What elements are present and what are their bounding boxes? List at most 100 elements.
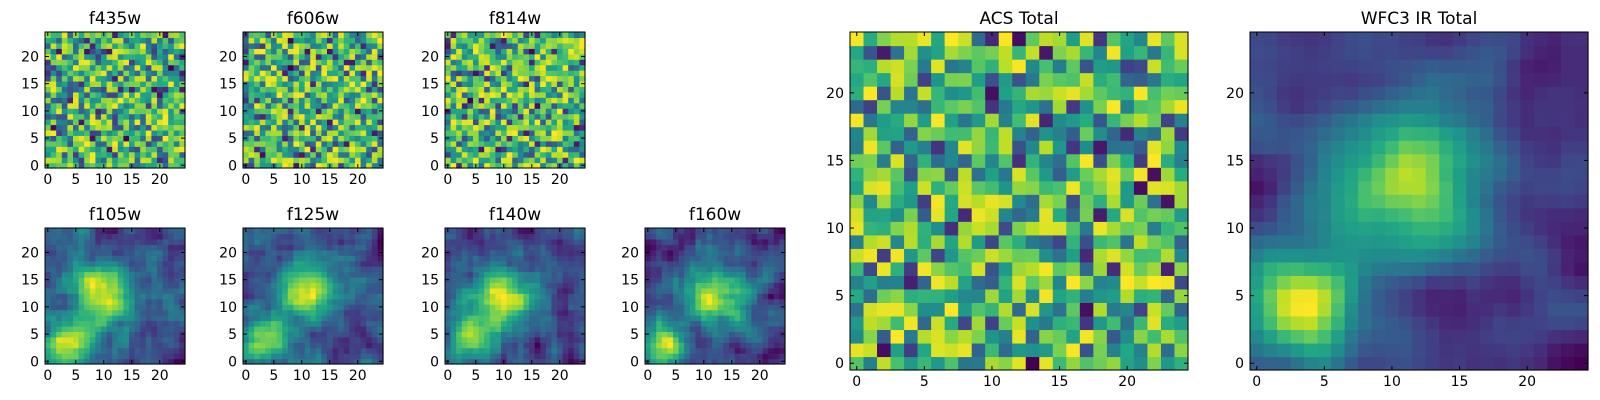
heatmap-cell <box>695 325 702 332</box>
heatmap-cell <box>145 309 152 316</box>
heatmap-cell <box>473 48 480 55</box>
heatmap-cell <box>355 260 362 267</box>
heatmap-cell <box>573 255 580 262</box>
heatmap-cell <box>321 320 328 327</box>
heatmap-cell <box>282 119 289 126</box>
heatmap-cell <box>50 162 57 169</box>
heatmap-cell <box>717 353 724 360</box>
heatmap-cell <box>684 315 691 322</box>
heatmap-cell <box>84 309 91 316</box>
heatmap-cell <box>529 37 536 44</box>
heatmap-cell <box>501 80 508 87</box>
heatmap-cell <box>73 108 80 115</box>
heatmap-cell <box>529 315 536 322</box>
heatmap-cell <box>310 32 317 39</box>
heatmap-cell <box>461 347 468 354</box>
heatmap-cell <box>355 135 362 142</box>
heatmap-cell <box>173 162 180 169</box>
heatmap-cell <box>757 298 764 305</box>
heatmap-cell <box>343 249 350 256</box>
heatmap-cell <box>254 293 261 300</box>
heatmap-cell <box>168 129 175 136</box>
heatmap-cell <box>157 353 164 360</box>
heatmap-cell <box>248 298 255 305</box>
heatmap-cell <box>45 282 52 289</box>
heatmap-cell <box>1174 221 1189 236</box>
heatmap-cell <box>151 347 158 354</box>
heatmap-cell <box>243 64 250 71</box>
heatmap-cell <box>315 282 322 289</box>
heatmap-cell <box>315 266 322 273</box>
heatmap-cell <box>134 135 141 142</box>
heatmap-cell <box>985 315 1000 331</box>
heatmap-cell <box>506 157 513 164</box>
heatmap-cell <box>248 102 255 109</box>
heatmap-cell <box>523 157 530 164</box>
heatmap-cell <box>557 260 564 267</box>
heatmap-cell <box>173 255 180 262</box>
heatmap-cell <box>168 320 175 327</box>
heatmap-cell <box>523 298 530 305</box>
heatmap-cell <box>299 276 306 283</box>
heatmap-cell <box>1133 248 1149 263</box>
heatmap-cell <box>377 32 384 39</box>
heatmap-cell <box>557 233 564 240</box>
heatmap-cell <box>971 261 986 276</box>
heatmap-cell <box>327 255 334 262</box>
heatmap-cell <box>327 293 334 300</box>
heatmap-cell <box>473 309 480 316</box>
heatmap-cell <box>45 255 52 262</box>
heatmap-cell <box>998 167 1013 182</box>
heatmap-cell <box>265 102 272 109</box>
heatmap-cell <box>140 42 147 49</box>
heatmap-cell <box>712 320 719 327</box>
heatmap-cell <box>134 325 141 332</box>
heatmap-cell <box>579 282 586 289</box>
heatmap-cell <box>478 80 485 87</box>
heatmap-cell <box>461 287 468 294</box>
heatmap-cell <box>768 315 775 322</box>
heatmap-cell <box>315 70 322 77</box>
heatmap-cell <box>179 238 186 245</box>
heatmap-cell <box>73 347 80 354</box>
heatmap-cell <box>579 315 586 322</box>
heatmap-cell <box>456 320 463 327</box>
heatmap-cell <box>310 336 317 343</box>
heatmap-cell <box>67 91 74 98</box>
heatmap-cell <box>315 53 322 60</box>
heatmap-cell <box>95 97 102 104</box>
heatmap-cell <box>299 91 306 98</box>
heatmap-cell <box>321 140 328 147</box>
heatmap-cell <box>579 151 586 158</box>
heatmap-cell <box>123 276 130 283</box>
heatmap-cell <box>1133 275 1149 290</box>
heatmap-cell <box>573 320 580 327</box>
heatmap-cell <box>332 151 339 158</box>
heatmap-cell <box>321 59 328 66</box>
heatmap-cell <box>101 260 108 267</box>
heatmap-cell <box>484 37 491 44</box>
heatmap-cell <box>366 75 373 82</box>
heatmap-cell <box>551 135 558 142</box>
heatmap-cell <box>282 70 289 77</box>
heatmap-cell <box>56 32 63 39</box>
heatmap-cell <box>517 298 524 305</box>
heatmap-cell <box>850 221 865 236</box>
heatmap-cell <box>506 249 513 256</box>
heatmap-cell <box>310 249 317 256</box>
heatmap-cell <box>321 228 328 235</box>
heatmap-cell <box>557 282 564 289</box>
heatmap-cell <box>343 129 350 136</box>
heatmap-cell <box>661 315 668 322</box>
heatmap-cell <box>129 108 136 115</box>
heatmap-cell <box>61 315 68 322</box>
heatmap-cell <box>701 244 708 251</box>
heatmap-cell <box>467 228 474 235</box>
heatmap-cell <box>304 124 311 131</box>
heatmap-cell <box>706 347 713 354</box>
heatmap-cell <box>282 108 289 115</box>
heatmap-cell <box>248 70 255 77</box>
heatmap-cell <box>529 113 536 120</box>
heatmap-cell <box>1093 248 1108 263</box>
y-tick-label: 5 <box>430 131 439 147</box>
